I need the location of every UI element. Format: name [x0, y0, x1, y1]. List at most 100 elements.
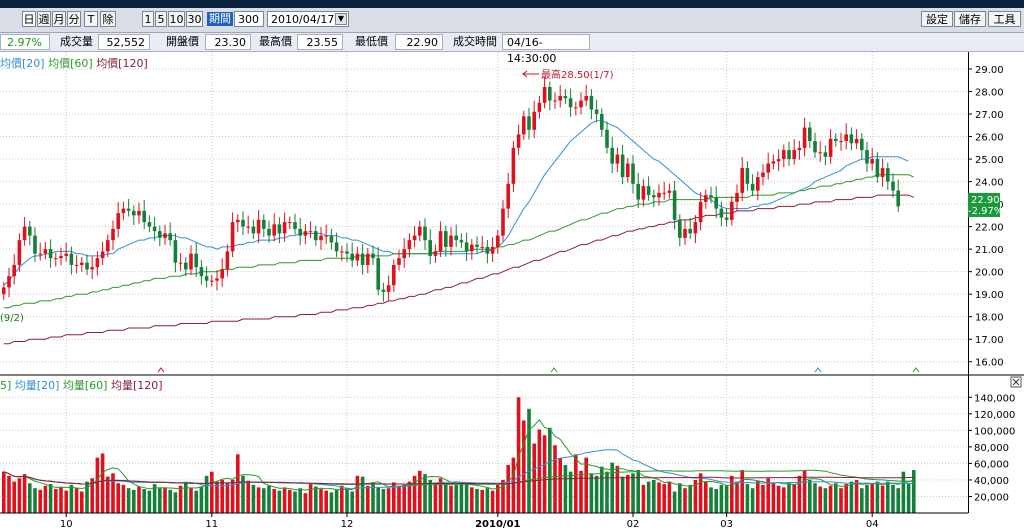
- candle-body: [163, 233, 167, 238]
- volume-bar: [844, 484, 848, 513]
- date-select[interactable]: 2010/04/17 ▼: [267, 11, 349, 27]
- candle-body: [865, 150, 869, 164]
- settings-button[interactable]: 設定: [921, 11, 953, 27]
- candle-body: [516, 134, 521, 148]
- volume-bar: [303, 493, 308, 513]
- candle-body: [579, 100, 583, 108]
- candle-body: [854, 138, 859, 144]
- candle-body: [256, 219, 261, 234]
- volume-bar: [38, 489, 42, 513]
- close-pane-icon[interactable]: [1010, 376, 1022, 388]
- candle-body: [80, 262, 84, 265]
- last-price-tag: 22.90 -2.97%: [968, 193, 1003, 217]
- legend-vma60: 均量[60]: [62, 379, 108, 392]
- volume-bar: [256, 487, 261, 513]
- tools-button[interactable]: 工具: [988, 11, 1021, 27]
- candle-body: [475, 244, 479, 247]
- low-value: 22.90: [395, 34, 443, 50]
- candle-body: [782, 150, 786, 160]
- candle-body: [584, 96, 588, 101]
- candle-body: [828, 138, 833, 157]
- chevron-down-icon[interactable]: ▼: [335, 13, 347, 25]
- candle-body: [553, 100, 557, 102]
- candle-body: [371, 253, 375, 259]
- volume-bar: [745, 484, 750, 513]
- volume-bar: [662, 484, 666, 513]
- volume-bar: [314, 486, 318, 513]
- volume-bar: [59, 487, 63, 513]
- volume-bar: [366, 485, 370, 513]
- ma-line: [3, 174, 915, 309]
- candle-body: [220, 269, 224, 279]
- x-tick-label: 03: [720, 519, 733, 530]
- window-title-bar: [0, 0, 1024, 8]
- volume-bar: [48, 484, 53, 513]
- volume-bar: [875, 481, 880, 513]
- volume-bar: [589, 473, 594, 513]
- candle-body: [693, 222, 698, 234]
- volume-bar: [376, 487, 380, 513]
- candle-body: [860, 138, 864, 151]
- candle-body: [392, 264, 396, 286]
- volume-tick-label: 140,000: [974, 393, 1015, 404]
- candle-body: [537, 102, 542, 112]
- candle-body: [792, 150, 796, 160]
- volume-bar: [298, 488, 302, 513]
- volume-bar: [475, 489, 479, 513]
- high-annotation: 最高28.50(1/7): [522, 68, 614, 81]
- exright-button[interactable]: 除: [100, 11, 116, 27]
- high-label: 最高價: [259, 35, 292, 48]
- candle-body: [444, 231, 448, 247]
- candle-body: [355, 253, 360, 261]
- period-count-input[interactable]: 300: [234, 11, 264, 27]
- volume-bar: [163, 487, 167, 513]
- save-button[interactable]: 儲存: [954, 11, 986, 27]
- volume-bar: [184, 483, 188, 513]
- legend-vma120: 均量[120]: [110, 379, 163, 392]
- period-week-button[interactable]: 週: [37, 11, 51, 27]
- candle-body: [834, 138, 838, 142]
- volume-bar: [220, 479, 224, 513]
- interval-30-button[interactable]: 30: [186, 11, 203, 27]
- volume-bar: [459, 482, 464, 513]
- volume-bar: [215, 481, 219, 513]
- volume-bar: [579, 470, 583, 513]
- period-day-button[interactable]: 日: [22, 11, 36, 27]
- volume-bar: [95, 457, 100, 513]
- period-month-button[interactable]: 月: [52, 11, 66, 27]
- volume-bar: [111, 473, 115, 513]
- volume-bar: [709, 487, 713, 513]
- candle-body: [662, 192, 666, 194]
- volume-bar: [137, 486, 141, 513]
- interval-1-button[interactable]: 1: [142, 11, 154, 27]
- candle-body: [376, 258, 380, 290]
- volume-bar: [568, 471, 573, 513]
- period-tick-button[interactable]: T: [84, 11, 98, 27]
- candle-body: [28, 226, 32, 236]
- period-minute-button[interactable]: 分: [67, 11, 81, 27]
- candle-body: [184, 262, 188, 270]
- volume-bar: [454, 484, 458, 513]
- open-value: 23.30: [205, 34, 251, 50]
- candle-body: [262, 219, 266, 229]
- volume-tick-label: 40,000: [974, 476, 1009, 487]
- candle-body: [600, 114, 604, 130]
- interval-10-button[interactable]: 10: [168, 11, 185, 27]
- candle-body: [594, 109, 599, 115]
- candle-body: [100, 251, 105, 259]
- interval-5-button[interactable]: 5: [155, 11, 167, 27]
- volume-bar: [527, 408, 531, 513]
- volume-bar: [282, 487, 287, 513]
- volume-bar: [641, 484, 646, 513]
- candle-body: [12, 264, 16, 277]
- x-tick-label: 02: [627, 519, 640, 530]
- volume-bar: [225, 483, 230, 513]
- volume-bar: [808, 479, 812, 513]
- volume-bar: [329, 492, 334, 513]
- candle-body: [657, 192, 661, 198]
- volume-bar: [693, 479, 698, 513]
- price-legend: 均價[20] 均價[60] 均價[120]: [0, 55, 148, 71]
- volume-bar: [64, 490, 68, 513]
- candle-body: [293, 222, 297, 229]
- volume-bar: [631, 473, 635, 513]
